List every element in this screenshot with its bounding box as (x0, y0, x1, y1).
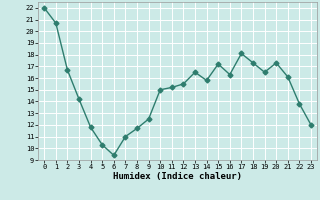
X-axis label: Humidex (Indice chaleur): Humidex (Indice chaleur) (113, 172, 242, 181)
